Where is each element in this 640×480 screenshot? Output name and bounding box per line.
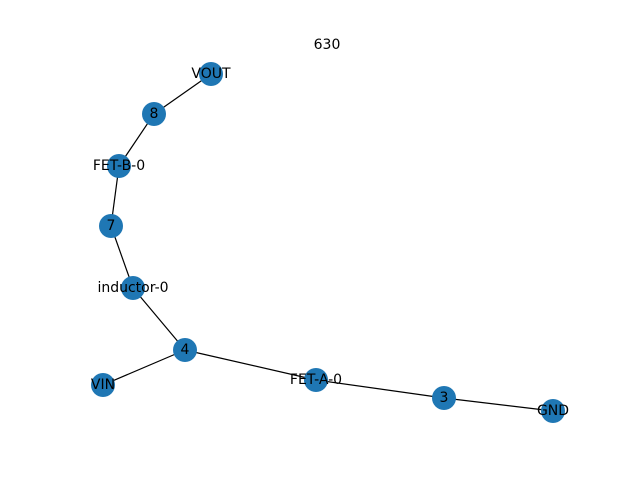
node-label-gnd: GND	[537, 403, 569, 419]
node-label-fet-a-0: FET-A-0	[290, 372, 342, 388]
node-fet-b-0	[107, 154, 131, 178]
node-label-vin: VIN	[91, 377, 115, 393]
node-label-4: 4	[181, 342, 190, 358]
node-gnd	[541, 399, 565, 423]
node-7	[99, 214, 123, 238]
node-label-inductor-0: inductor-0	[97, 280, 168, 296]
node-vin	[91, 373, 115, 397]
edge-3-gnd	[443, 397, 554, 412]
node-label-8: 8	[150, 106, 159, 122]
edge-4-fet-a-0	[184, 349, 317, 381]
node-label-3: 3	[440, 390, 449, 406]
node-4	[173, 338, 197, 362]
nodes-layer	[91, 62, 565, 423]
node-label-vout: VOUT	[191, 66, 231, 82]
edge-4-vin	[102, 349, 186, 386]
edge-fet-a-0-3	[315, 379, 445, 399]
edge-inductor-0-4	[132, 287, 186, 351]
node-label-7: 7	[107, 218, 116, 234]
node-fet-a-0	[304, 368, 328, 392]
graph-title: 630	[314, 37, 341, 53]
edges-layer	[102, 73, 554, 412]
node-label-fet-b-0: FET-B-0	[93, 158, 145, 174]
node-vout	[199, 62, 223, 86]
node-3	[432, 386, 456, 410]
labels-layer: VOUT 8 FET-B-0 7 inductor-0 4 VIN FET-A-0 3 GND	[91, 66, 569, 419]
node-8	[142, 102, 166, 126]
node-inductor-0	[121, 276, 145, 300]
